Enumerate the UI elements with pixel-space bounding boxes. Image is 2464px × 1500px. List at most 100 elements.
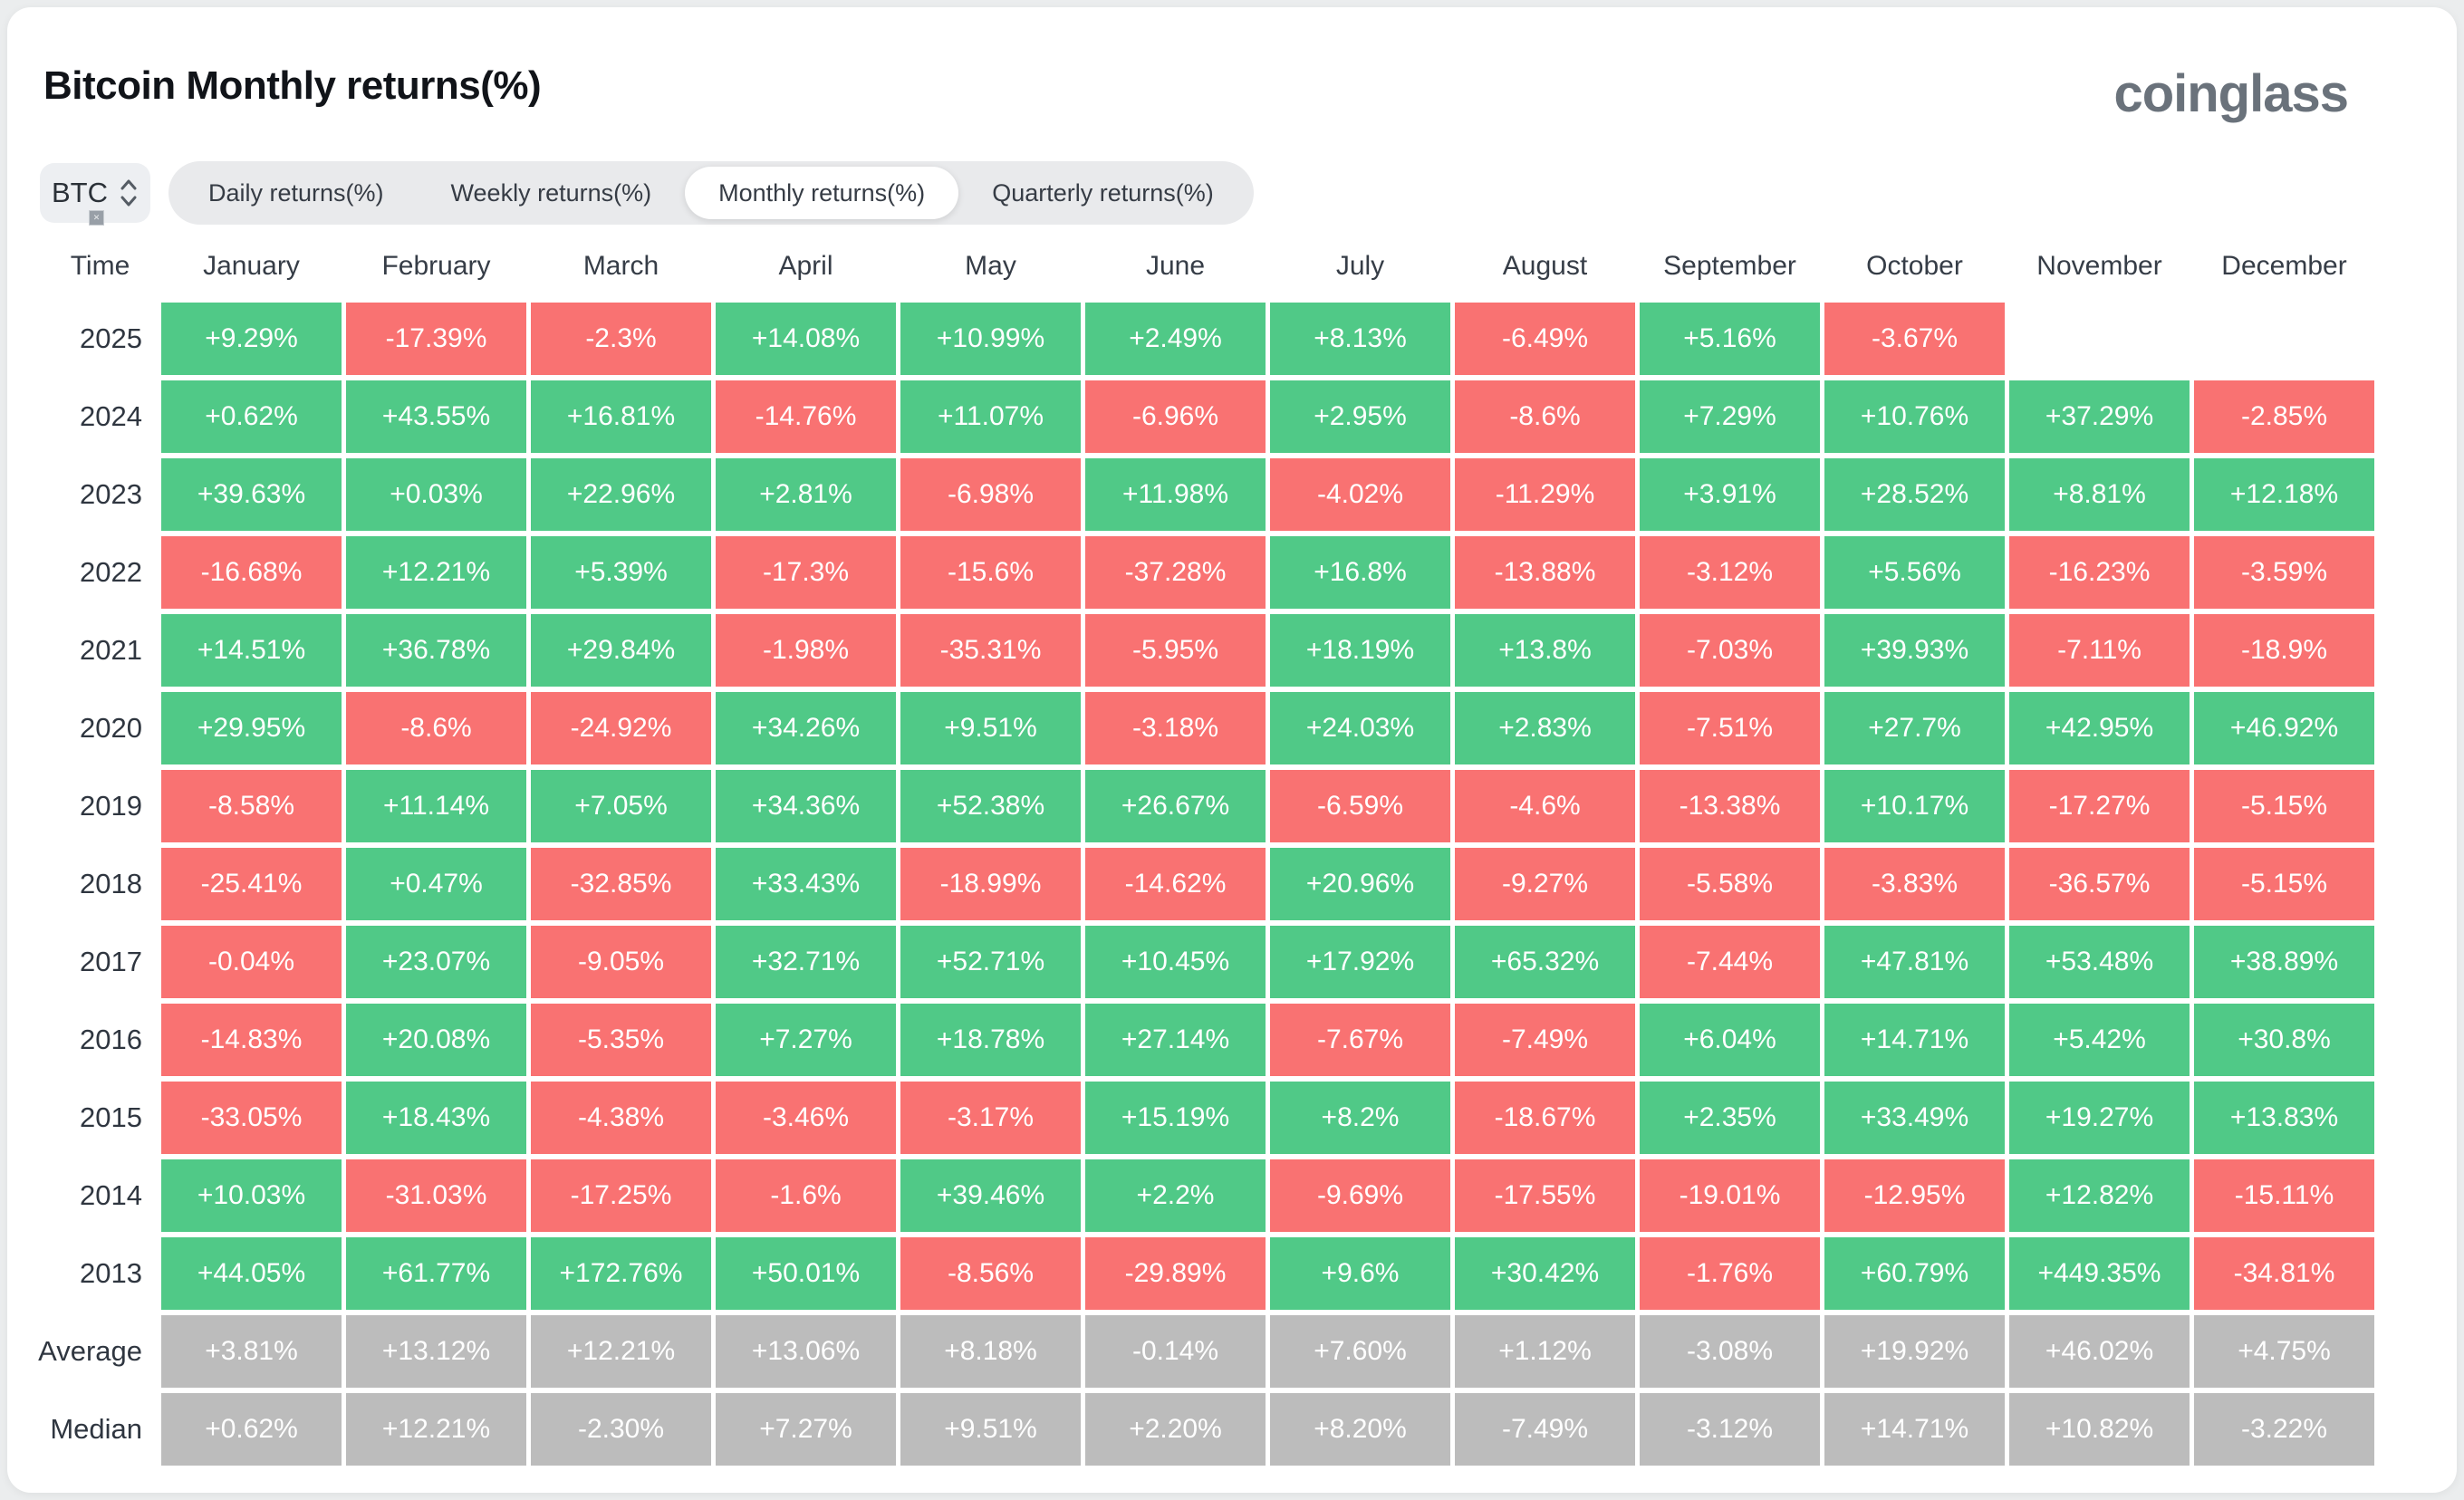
return-cell: +50.01% bbox=[716, 1237, 896, 1310]
return-cell: -14.62% bbox=[1085, 848, 1266, 920]
column-header-month: December bbox=[2221, 251, 2347, 281]
column-header-month: September bbox=[1663, 251, 1796, 281]
column-header-month: May bbox=[965, 251, 1016, 281]
return-cell: -7.03% bbox=[1640, 614, 1820, 687]
tab-weekly-returns[interactable]: Weekly returns(%) bbox=[450, 178, 652, 207]
row-label: 2024 bbox=[80, 400, 142, 432]
return-cell: -17.27% bbox=[2009, 770, 2190, 842]
return-cell: +2.20% bbox=[1085, 1393, 1266, 1466]
return-cell: -3.22% bbox=[2194, 1393, 2374, 1466]
return-cell: -6.98% bbox=[900, 458, 1081, 531]
return-cell: -1.6% bbox=[716, 1159, 896, 1232]
return-cell: +42.95% bbox=[2009, 692, 2190, 764]
return-cell: +29.95% bbox=[161, 692, 342, 764]
return-cell: -12.95% bbox=[1824, 1159, 2005, 1232]
row-label: 2015 bbox=[80, 1101, 142, 1133]
return-cell: -9.05% bbox=[531, 926, 711, 998]
return-cell: +5.42% bbox=[2009, 1004, 2190, 1076]
return-cell: +18.19% bbox=[1270, 614, 1450, 687]
return-cell: -7.44% bbox=[1640, 926, 1820, 998]
return-cell: -8.58% bbox=[161, 770, 342, 842]
tab-daily-returns[interactable]: Daily returns(%) bbox=[208, 178, 384, 207]
row-label: Average bbox=[38, 1335, 142, 1367]
return-cell: -3.67% bbox=[1824, 303, 2005, 375]
return-cell: -8.6% bbox=[346, 692, 526, 764]
table-row: 2024 +0.62% +43.55% +16.81% -14.76% +11.07% -6… bbox=[43, 380, 2374, 453]
return-cell: -4.6% bbox=[1455, 770, 1635, 842]
return-cell: +0.03% bbox=[346, 458, 526, 531]
return-cell: +13.83% bbox=[2194, 1082, 2374, 1154]
return-cell: +20.96% bbox=[1270, 848, 1450, 920]
return-cell: +0.62% bbox=[161, 380, 342, 453]
return-cell: -1.76% bbox=[1640, 1237, 1820, 1310]
return-cell: -5.15% bbox=[2194, 848, 2374, 920]
return-cell: +30.42% bbox=[1455, 1237, 1635, 1310]
return-cell: +7.27% bbox=[716, 1393, 896, 1466]
return-cell: +9.51% bbox=[900, 1393, 1081, 1466]
return-cell: +2.35% bbox=[1640, 1082, 1820, 1154]
return-cell: -36.57% bbox=[2009, 848, 2190, 920]
return-cell: +8.81% bbox=[2009, 458, 2190, 531]
return-cell: -9.69% bbox=[1270, 1159, 1450, 1232]
return-cell: -8.56% bbox=[900, 1237, 1081, 1310]
return-cell: +10.82% bbox=[2009, 1393, 2190, 1466]
return-cell: +18.43% bbox=[346, 1082, 526, 1154]
tab-monthly-returns[interactable]: Monthly returns(%) bbox=[685, 167, 959, 219]
return-cell: -19.01% bbox=[1640, 1159, 1820, 1232]
return-cell: +449.35% bbox=[2009, 1237, 2190, 1310]
return-cell: -7.49% bbox=[1455, 1393, 1635, 1466]
return-cell: +11.98% bbox=[1085, 458, 1266, 531]
table-row: Median +0.62% +12.21% -2.30% +7.27% +9.51% +2.… bbox=[43, 1393, 2374, 1466]
return-cell: +172.76% bbox=[531, 1237, 711, 1310]
return-cell: -16.68% bbox=[161, 536, 342, 609]
return-cell: +28.52% bbox=[1824, 458, 2005, 531]
table-row: Average +3.81% +13.12% +12.21% +13.06% +8.18%… bbox=[38, 1315, 2374, 1388]
return-cell: +24.03% bbox=[1270, 692, 1450, 764]
return-cell: +13.8% bbox=[1455, 614, 1635, 687]
row-label: 2022 bbox=[80, 556, 142, 588]
return-cell: -8.6% bbox=[1455, 380, 1635, 453]
return-cell: +2.95% bbox=[1270, 380, 1450, 453]
table-row: 2023 +39.63% +0.03% +22.96% +2.81% -6.98% +11.… bbox=[43, 458, 2374, 531]
return-cell: +3.81% bbox=[161, 1315, 342, 1388]
return-cell: +38.89% bbox=[2194, 926, 2374, 998]
table-row: 2020 +29.95% -8.6% -24.92% +34.26% +9.51% -3.1… bbox=[43, 692, 2374, 764]
return-cell: -6.59% bbox=[1270, 770, 1450, 842]
return-cell: +27.14% bbox=[1085, 1004, 1266, 1076]
return-cell: -1.98% bbox=[716, 614, 896, 687]
return-cell: -7.51% bbox=[1640, 692, 1820, 764]
return-cell: +47.81% bbox=[1824, 926, 2005, 998]
return-cell: -31.03% bbox=[346, 1159, 526, 1232]
return-cell: +39.46% bbox=[900, 1159, 1081, 1232]
row-label: 2021 bbox=[80, 634, 142, 666]
return-cell: -3.18% bbox=[1085, 692, 1266, 764]
return-cell: +60.79% bbox=[1824, 1237, 2005, 1310]
return-cell: -34.81% bbox=[2194, 1237, 2374, 1310]
return-cell: -3.46% bbox=[716, 1082, 896, 1154]
row-label: 2018 bbox=[80, 868, 142, 899]
return-cell: +33.43% bbox=[716, 848, 896, 920]
return-cell: +10.17% bbox=[1824, 770, 2005, 842]
table-row: 2022 -16.68% +12.21% +5.39% -17.3% -15.6% -37.… bbox=[43, 536, 2374, 609]
row-label: 2019 bbox=[80, 790, 142, 822]
return-cell: +5.16% bbox=[1640, 303, 1820, 375]
row-label: 2025 bbox=[80, 322, 142, 354]
return-cell: +52.38% bbox=[900, 770, 1081, 842]
return-cell: -7.11% bbox=[2009, 614, 2190, 687]
table-row: 2017 -0.04% +23.07% -9.05% +32.71% +52.71% +10… bbox=[43, 926, 2374, 998]
return-cell: +6.04% bbox=[1640, 1004, 1820, 1076]
return-cell: +14.08% bbox=[716, 303, 896, 375]
return-cell: +7.27% bbox=[716, 1004, 896, 1076]
tab-quarterly-returns[interactable]: Quarterly returns(%) bbox=[992, 178, 1214, 207]
return-cell: -18.99% bbox=[900, 848, 1081, 920]
return-cell: +36.78% bbox=[346, 614, 526, 687]
return-cell: -0.04% bbox=[161, 926, 342, 998]
return-cell: +2.83% bbox=[1455, 692, 1635, 764]
return-cell: -6.96% bbox=[1085, 380, 1266, 453]
table-header-row: Time January February March April May June July… bbox=[43, 239, 2374, 293]
return-cell: -17.39% bbox=[346, 303, 526, 375]
return-cell: -5.15% bbox=[2194, 770, 2374, 842]
return-cell: +9.29% bbox=[161, 303, 342, 375]
return-cell: +11.14% bbox=[346, 770, 526, 842]
column-header-month: April bbox=[778, 251, 833, 281]
